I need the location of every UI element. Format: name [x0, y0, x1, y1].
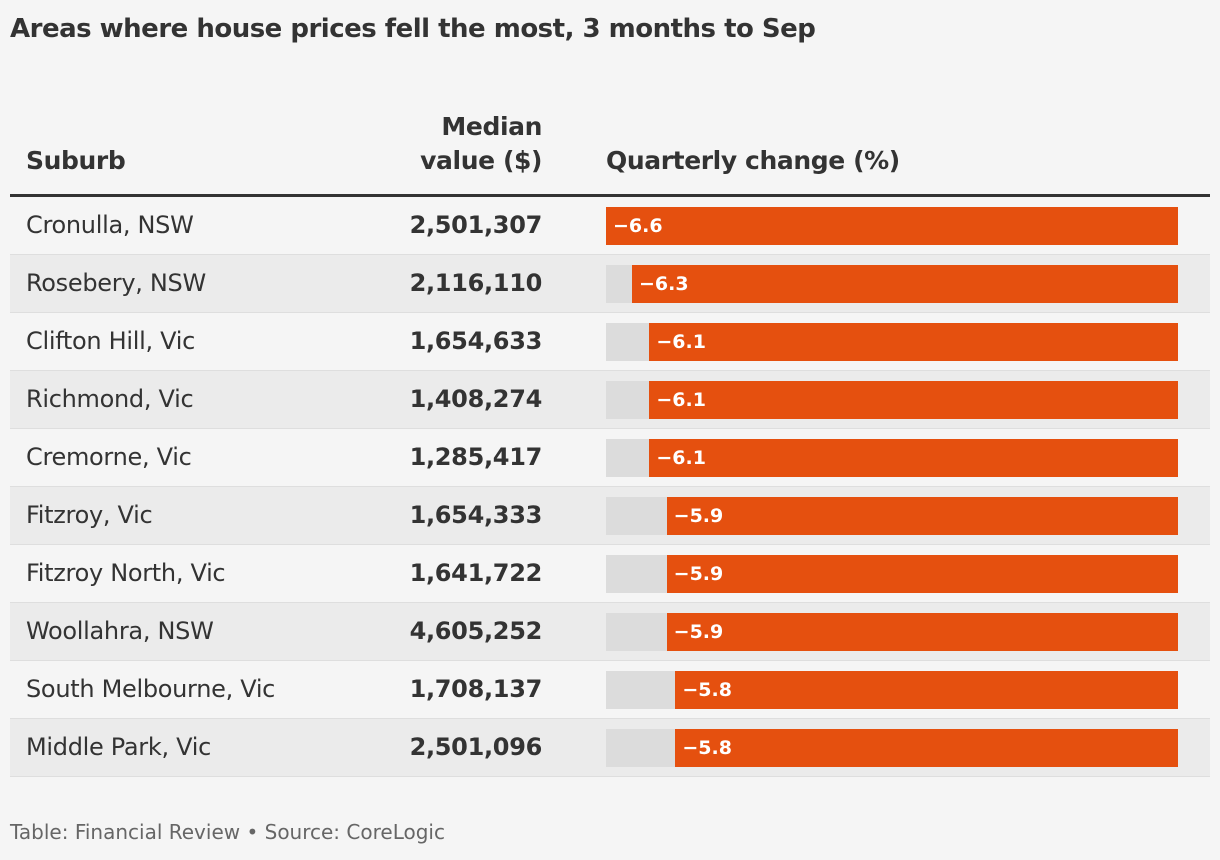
bar-track: −6.1: [606, 439, 1178, 477]
change-label: −5.9: [673, 563, 724, 585]
table-row: South Melbourne, Vic 1,708,137 −5.8: [10, 661, 1210, 719]
change-label: −6.1: [656, 331, 706, 353]
suburb-cell: Woollahra, NSW: [26, 617, 214, 645]
table-row: Middle Park, Vic 2,501,096 −5.8: [10, 719, 1210, 777]
suburb-cell: Fitzroy, Vic: [26, 501, 153, 529]
change-label: −6.6: [613, 215, 663, 237]
median-value-cell: 1,408,274: [409, 385, 543, 413]
change-bar: −5.9: [666, 613, 1178, 651]
table-row: Cremorne, Vic 1,285,417 −6.1: [10, 429, 1210, 487]
bar-track: −6.1: [606, 381, 1178, 419]
change-bar: −5.9: [666, 555, 1178, 593]
median-value-cell: 2,116,110: [409, 269, 543, 297]
table-row: Fitzroy, Vic 1,654,333 −5.9: [10, 487, 1210, 545]
table-row: Rosebery, NSW 2,116,110 −6.3: [10, 255, 1210, 313]
change-bar: −6.6: [606, 207, 1178, 245]
header-quarterly-change: Quarterly change (%): [606, 146, 900, 175]
median-value-cell: 2,501,307: [409, 211, 543, 239]
table-row: Cronulla, NSW 2,501,307 −6.6: [10, 197, 1210, 255]
change-bar: −6.1: [649, 439, 1178, 477]
change-label: −5.9: [673, 621, 724, 643]
change-bar: −6.1: [649, 381, 1178, 419]
table-row: Woollahra, NSW 4,605,252 −5.9: [10, 603, 1210, 661]
change-label: −5.9: [673, 505, 724, 527]
change-label: −5.8: [682, 737, 732, 759]
suburb-cell: Clifton Hill, Vic: [26, 327, 196, 355]
bar-track: −5.8: [606, 729, 1178, 767]
suburb-cell: Cremorne, Vic: [26, 443, 192, 471]
change-bar: −5.8: [675, 729, 1178, 767]
median-value-cell: 1,285,417: [409, 443, 543, 471]
median-value-cell: 1,641,722: [409, 559, 543, 587]
header-median-line2: value ($): [420, 146, 542, 175]
change-label: −6.1: [656, 447, 706, 469]
table-row: Richmond, Vic 1,408,274 −6.1: [10, 371, 1210, 429]
change-bar: −5.9: [666, 497, 1178, 535]
header-suburb: Suburb: [26, 146, 126, 175]
suburb-cell: Cronulla, NSW: [26, 211, 194, 239]
bar-track: −5.9: [606, 555, 1178, 593]
bar-track: −6.1: [606, 323, 1178, 361]
table-body: Cronulla, NSW 2,501,307 −6.6 Rosebery, NSW 2…: [10, 197, 1210, 777]
suburb-cell: South Melbourne, Vic: [26, 675, 276, 703]
header-median-line1: Median: [441, 112, 542, 141]
change-bar: −6.1: [649, 323, 1178, 361]
median-value-cell: 4,605,252: [409, 617, 543, 645]
suburb-cell: Richmond, Vic: [26, 385, 194, 413]
table-row: Clifton Hill, Vic 1,654,633 −6.1: [10, 313, 1210, 371]
change-label: −6.1: [656, 389, 706, 411]
median-value-cell: 1,708,137: [409, 675, 543, 703]
table-row: Fitzroy North, Vic 1,641,722 −5.9: [10, 545, 1210, 603]
median-value-cell: 2,501,096: [409, 733, 543, 761]
median-value-cell: 1,654,333: [409, 501, 543, 529]
suburb-cell: Fitzroy North, Vic: [26, 559, 226, 587]
chart-title: Areas where house prices fell the most, …: [10, 14, 816, 44]
footer-source: Table: Financial Review • Source: CoreLo…: [10, 820, 445, 844]
suburb-cell: Rosebery, NSW: [26, 269, 206, 297]
bar-track: −5.9: [606, 497, 1178, 535]
header-rule: [10, 194, 1210, 197]
change-bar: −5.8: [675, 671, 1178, 709]
change-label: −5.8: [682, 679, 732, 701]
bar-track: −6.6: [606, 207, 1178, 245]
change-bar: −6.3: [632, 265, 1178, 303]
header-median-value: Median value ($): [380, 110, 542, 178]
bar-track: −5.8: [606, 671, 1178, 709]
bar-track: −6.3: [606, 265, 1178, 303]
suburb-cell: Middle Park, Vic: [26, 733, 211, 761]
change-label: −6.3: [639, 273, 689, 295]
bar-track: −5.9: [606, 613, 1178, 651]
median-value-cell: 1,654,633: [409, 327, 543, 355]
